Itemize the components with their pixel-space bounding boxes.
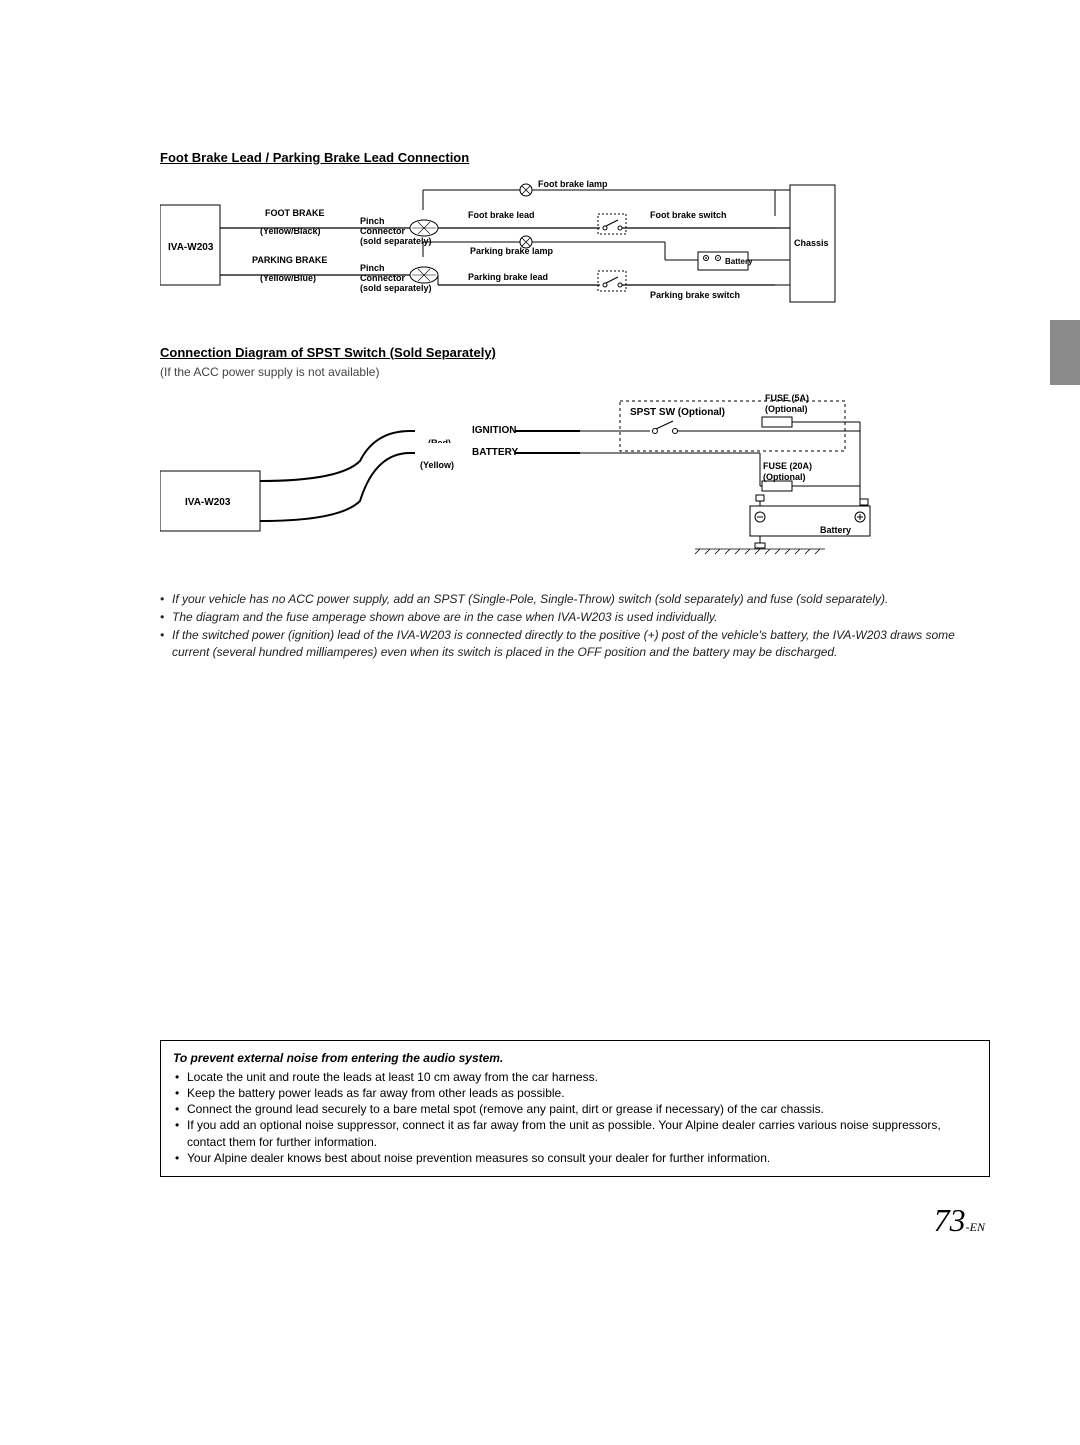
svg-text:(Optional): (Optional) bbox=[763, 472, 806, 482]
page-num-main: 73 bbox=[934, 1202, 966, 1238]
svg-text:IGNITION: IGNITION bbox=[472, 425, 516, 436]
box-item-1: Locate the unit and route the leads at l… bbox=[173, 1069, 977, 1085]
svg-text:(Yellow): (Yellow) bbox=[420, 460, 454, 470]
svg-text:(sold separately): (sold separately) bbox=[360, 236, 432, 246]
info-box: To prevent external noise from entering … bbox=[160, 1040, 990, 1177]
svg-text:(Yellow/Black): (Yellow/Black) bbox=[260, 226, 321, 236]
svg-text:BATTERY: BATTERY bbox=[472, 447, 518, 458]
svg-text:Foot brake lamp: Foot brake lamp bbox=[538, 180, 608, 189]
svg-text:SPST SW (Optional): SPST SW (Optional) bbox=[630, 407, 725, 418]
svg-text:Connector: Connector bbox=[360, 273, 405, 283]
box-item-2: Keep the battery power leads as far away… bbox=[173, 1085, 977, 1101]
svg-text:FUSE (20A): FUSE (20A) bbox=[763, 461, 812, 471]
diagram2: IVA-W203 IGNITION (Red) SPST SW (Optiona… bbox=[160, 391, 960, 571]
svg-text:Parking brake lamp: Parking brake lamp bbox=[470, 246, 554, 256]
svg-text:IVA-W203: IVA-W203 bbox=[185, 497, 231, 508]
svg-text:Battery: Battery bbox=[820, 525, 851, 535]
svg-text:FOOT BRAKE: FOOT BRAKE bbox=[265, 208, 325, 218]
note-3: If the switched power (ignition) lead of… bbox=[160, 627, 990, 659]
svg-text:Foot brake lead: Foot brake lead bbox=[468, 210, 535, 220]
svg-text:Foot brake switch: Foot brake switch bbox=[650, 210, 727, 220]
box-title: To prevent external noise from entering … bbox=[173, 1051, 977, 1065]
box-item-3: Connect the ground lead securely to a ba… bbox=[173, 1101, 977, 1117]
section1-title: Foot Brake Lead / Parking Brake Lead Con… bbox=[160, 150, 990, 165]
svg-text:Pinch: Pinch bbox=[360, 263, 385, 273]
side-tab bbox=[1050, 320, 1080, 385]
section2-subtitle: (If the ACC power supply is not availabl… bbox=[160, 365, 990, 379]
svg-text:IVA-W203: IVA-W203 bbox=[168, 242, 214, 253]
svg-text:Battery: Battery bbox=[725, 257, 753, 266]
page-num-suffix: -EN bbox=[966, 1220, 985, 1234]
svg-text:Parking brake lead: Parking brake lead bbox=[468, 272, 548, 282]
diagram1: IVA-W203 FOOT BRAKE (Yellow/Black) PARKI… bbox=[160, 180, 960, 320]
svg-text:Parking brake switch: Parking brake switch bbox=[650, 290, 740, 300]
svg-text:Connector: Connector bbox=[360, 226, 405, 236]
box-item-4: If you add an optional noise suppressor,… bbox=[173, 1117, 977, 1149]
notes-list: If your vehicle has no ACC power supply,… bbox=[160, 591, 990, 660]
svg-text:Pinch: Pinch bbox=[360, 216, 385, 226]
svg-text:Chassis: Chassis bbox=[794, 238, 829, 248]
svg-text:(Yellow/Blue): (Yellow/Blue) bbox=[260, 273, 316, 283]
section2-title: Connection Diagram of SPST Switch (Sold … bbox=[160, 345, 990, 360]
svg-text:(sold separately): (sold separately) bbox=[360, 283, 432, 293]
box-item-5: Your Alpine dealer knows best about nois… bbox=[173, 1150, 977, 1166]
svg-text:(Optional): (Optional) bbox=[765, 404, 808, 414]
page-number: 73-EN bbox=[160, 1202, 990, 1239]
note-2: The diagram and the fuse amperage shown … bbox=[160, 609, 990, 625]
svg-text:PARKING BRAKE: PARKING BRAKE bbox=[252, 255, 327, 265]
note-1: If your vehicle has no ACC power supply,… bbox=[160, 591, 990, 607]
svg-text:FUSE (5A): FUSE (5A) bbox=[765, 393, 809, 403]
